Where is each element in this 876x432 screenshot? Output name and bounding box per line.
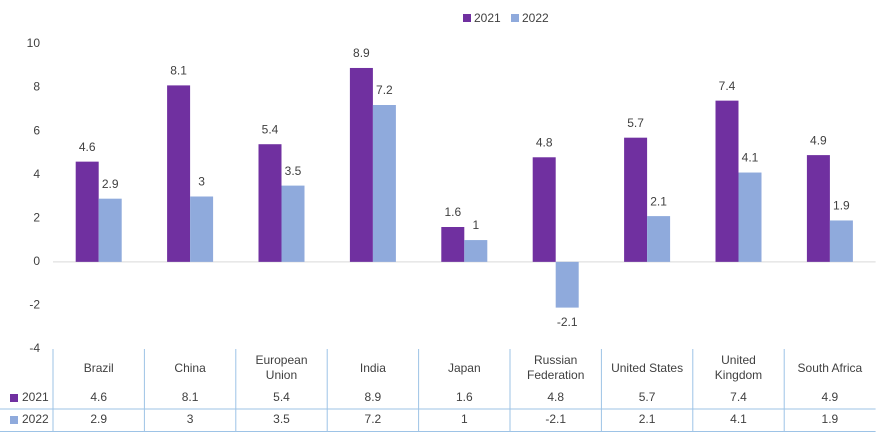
bar <box>532 157 556 262</box>
bar <box>190 196 214 262</box>
data-label: 5.4 <box>262 122 279 136</box>
bar <box>715 100 739 262</box>
bar <box>441 227 465 262</box>
table-cell: 1.9 <box>822 412 839 426</box>
data-label: -2.1 <box>557 315 578 329</box>
bar <box>281 185 305 262</box>
bar <box>738 172 762 262</box>
table-cell: 5.7 <box>639 390 656 404</box>
table-cell: 8.1 <box>182 390 199 404</box>
table-cell: 1 <box>461 412 468 426</box>
category-text: Russian Federation <box>527 353 585 382</box>
data-label: 4.6 <box>79 140 96 154</box>
bar <box>647 216 671 262</box>
legend-label: 2021 <box>474 11 501 25</box>
legend-swatch <box>463 14 471 22</box>
category-label: South Africa <box>784 349 875 387</box>
category-text: United Kingdom <box>714 353 763 382</box>
y-tick-label: 2 <box>33 210 40 224</box>
y-tick-label: 8 <box>33 80 40 94</box>
category-text: India <box>359 360 386 375</box>
bar <box>75 161 99 262</box>
data-label: 1.9 <box>833 199 850 213</box>
category-label: China <box>144 349 235 387</box>
bar <box>555 261 579 308</box>
data-label: 4.1 <box>742 151 759 165</box>
y-tick-label: 4 <box>33 167 40 181</box>
table-cell: 2.9 <box>90 412 107 426</box>
table-cell: 2.1 <box>639 412 656 426</box>
data-label: 4.9 <box>810 133 827 147</box>
table-cell: -2.1 <box>545 412 566 426</box>
table-cell: 4.8 <box>547 390 564 404</box>
bar <box>258 144 282 262</box>
table-cell: 7.2 <box>365 412 382 426</box>
table-legend-swatch <box>10 416 18 424</box>
table-legend-swatch <box>10 394 18 402</box>
category-text: China <box>174 360 206 375</box>
data-label: 3.5 <box>285 164 302 178</box>
bar <box>464 240 488 262</box>
bar <box>372 105 396 262</box>
table-cell: 3.5 <box>273 412 290 426</box>
data-label: 7.2 <box>376 83 393 97</box>
bar <box>349 67 373 262</box>
data-label: 4.8 <box>536 135 553 149</box>
bar <box>829 220 853 262</box>
data-label: 7.4 <box>719 79 736 93</box>
data-label: 5.7 <box>627 116 644 130</box>
table-cell: 4.1 <box>730 412 747 426</box>
data-label: 3 <box>198 175 205 189</box>
table-cell: 4.6 <box>90 390 107 404</box>
y-tick-label: -2 <box>29 298 40 312</box>
data-label: 2.1 <box>650 194 667 208</box>
table-row-label: 2021 <box>22 390 49 404</box>
category-text: South Africa <box>797 360 863 375</box>
y-tick-label: 0 <box>33 254 40 268</box>
category-label: European Union <box>236 349 327 387</box>
table-cell: 8.9 <box>365 390 382 404</box>
data-label: 1 <box>472 218 479 232</box>
y-tick-label: -4 <box>29 341 40 355</box>
table-cell: 3 <box>187 412 194 426</box>
category-text: Brazil <box>83 360 114 375</box>
y-tick-label: 6 <box>33 123 40 137</box>
legend-label: 2022 <box>522 11 549 25</box>
table-cell: 1.6 <box>456 390 473 404</box>
category-label: Brazil <box>53 349 144 387</box>
data-label: 8.9 <box>353 46 370 60</box>
data-label: 8.1 <box>170 64 187 78</box>
legend-swatch <box>511 14 519 22</box>
category-text: European Union <box>255 353 308 382</box>
data-label: 2.9 <box>102 177 119 191</box>
category-text: Japan <box>447 360 481 375</box>
bar <box>167 85 191 262</box>
bar <box>806 155 830 262</box>
category-label: United States <box>601 349 692 387</box>
y-tick-label: 10 <box>27 36 41 50</box>
data-label: 1.6 <box>444 205 461 219</box>
category-label: Russian Federation <box>510 349 601 387</box>
table-cell: 7.4 <box>730 390 747 404</box>
bar <box>98 198 122 262</box>
category-label: United Kingdom <box>693 349 784 387</box>
table-cell: 4.9 <box>822 390 839 404</box>
bar <box>624 137 648 262</box>
category-label: India <box>327 349 418 387</box>
table-cell: 5.4 <box>273 390 290 404</box>
category-text: United States <box>611 360 684 375</box>
category-label: Japan <box>419 349 510 387</box>
table-row-label: 2022 <box>22 412 49 426</box>
